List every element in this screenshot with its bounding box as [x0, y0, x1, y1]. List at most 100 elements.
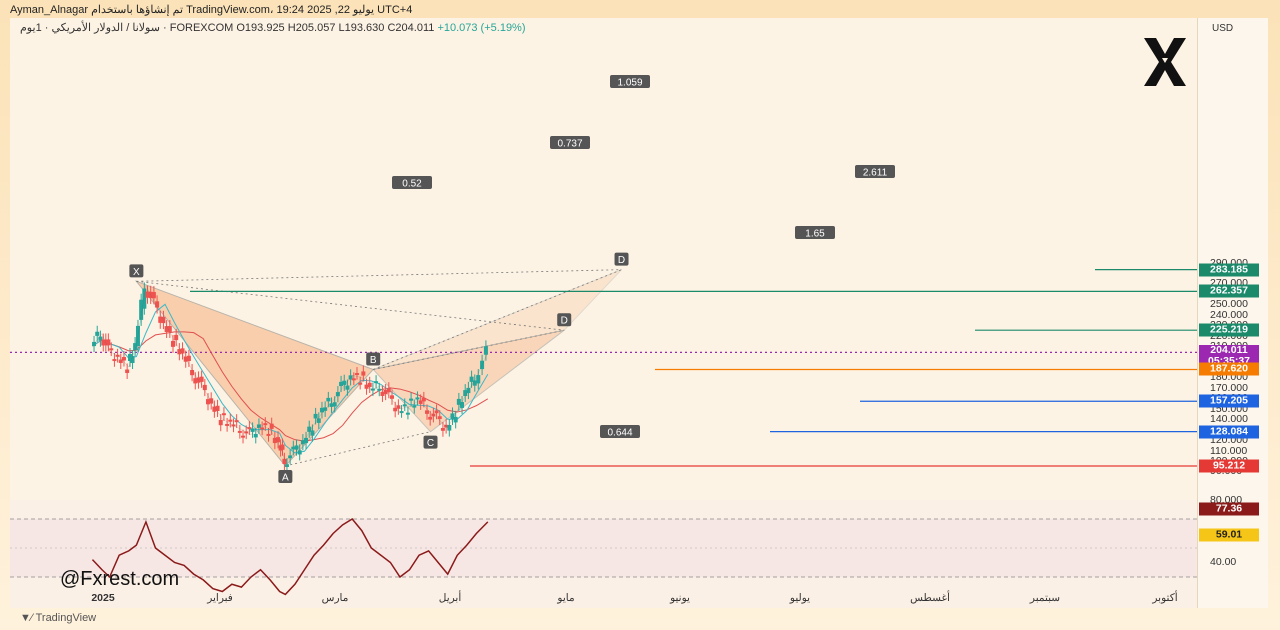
candle-body [135, 325, 140, 347]
candle-body [386, 388, 391, 393]
candle-body [374, 381, 379, 384]
candle-body [440, 428, 445, 431]
rsi-band [10, 519, 1197, 577]
candle-body [425, 410, 430, 414]
ratio-label-bg [600, 425, 640, 438]
rsi-line [91, 518, 489, 596]
x-tick-label: سبتمبر [1029, 592, 1061, 604]
candle-body [304, 437, 309, 444]
ma-fast-line [92, 303, 489, 454]
candle-body [472, 380, 477, 386]
candle-body [215, 405, 220, 411]
x-logo-icon [1144, 38, 1186, 86]
candle-body [190, 369, 195, 376]
rsi-value-label: 77.36 [1199, 502, 1259, 516]
point-label-bg [557, 313, 572, 327]
candle-body [260, 427, 265, 430]
current-price: 204.011 [1210, 344, 1248, 357]
candle-body [294, 445, 299, 450]
candle-body [396, 405, 401, 409]
candle-body [310, 430, 315, 436]
level-label: 187.620 [1199, 362, 1259, 376]
candle-body [266, 433, 271, 436]
candle-body [103, 339, 108, 346]
point-label-bg [366, 352, 381, 366]
candle-body [180, 348, 185, 354]
candle-body [193, 378, 198, 384]
candle-body [354, 373, 359, 376]
xab-triangle [134, 280, 375, 467]
candle-body [476, 375, 481, 384]
candle-body [112, 359, 117, 362]
point-label-b: B [370, 355, 377, 366]
candle-body [221, 413, 226, 416]
candle-body [282, 458, 287, 464]
candle-body [460, 402, 465, 408]
candle-body [415, 397, 420, 400]
ratio-label-bg [610, 75, 650, 88]
candle-body [284, 464, 289, 467]
candle-body [409, 398, 414, 401]
candle-body [269, 423, 274, 429]
x-tick-label: فبراير [207, 592, 233, 604]
candle-body [456, 398, 461, 405]
high-value: H205.057 [287, 22, 336, 34]
symbol-label: سولانا / الدولار الأمريكي · 1يوم · FOREX… [20, 22, 234, 34]
candle-body [377, 388, 382, 391]
candle-body [148, 291, 153, 299]
ratio-label: 1.059 [617, 78, 642, 89]
point-label-x: X [133, 267, 140, 278]
x-tick-label: أبريل [438, 592, 462, 604]
change-value: +10.073 (+5.19%) [437, 22, 526, 34]
ratio-line [136, 269, 622, 282]
candle-body [186, 355, 191, 361]
candle-body [128, 354, 133, 361]
level-label: 157.205 [1199, 394, 1259, 408]
candle-body [276, 437, 281, 443]
candle-body [139, 299, 144, 320]
ma-slow-line [92, 331, 489, 442]
candle-body [300, 440, 305, 445]
candle-body [351, 378, 356, 381]
candle-body [463, 390, 468, 397]
point-label-d: D [561, 316, 568, 327]
candle-body [244, 431, 249, 434]
candle-body [361, 371, 366, 376]
candle-body [319, 407, 324, 413]
tradingview-logo[interactable]: ▼⁄ TradingView [20, 612, 96, 624]
rsi-tick-label: 40.00 [1210, 556, 1237, 568]
level-label: 95.212 [1199, 459, 1259, 473]
candle-body [199, 376, 204, 382]
x-tick-label: مايو [557, 592, 575, 604]
candle-body [218, 419, 223, 426]
candle-body [95, 331, 100, 336]
candle-body [92, 341, 97, 347]
candle-body [447, 425, 452, 431]
candle-body [342, 380, 347, 385]
ohlc-readout: سولانا / الدولار الأمريكي · 1يوم · FOREX… [20, 21, 526, 34]
level-label: 204.011 05:35:37 [1199, 344, 1259, 368]
candle-body [237, 430, 242, 433]
candle-body [241, 435, 246, 438]
watermark-handle: @Fxrest.com [60, 568, 180, 590]
tradingview-icon: ▼⁄ [20, 612, 36, 624]
candle-body [348, 375, 353, 380]
candle-body [231, 424, 236, 427]
candle-body [125, 369, 130, 373]
candle-body [155, 301, 160, 308]
candle-body [428, 416, 433, 420]
currency-label[interactable]: USD [1212, 23, 1234, 34]
candle-body [272, 437, 277, 444]
candle-body [316, 418, 321, 423]
x-tick-label: يونيو [670, 592, 690, 604]
candle-body [206, 399, 211, 405]
candle-body [253, 433, 258, 438]
candle-body [250, 428, 255, 432]
candle-body [326, 397, 331, 402]
y-tick-label: 170.000 [1210, 381, 1248, 394]
candle-body [453, 416, 458, 423]
candle-body [177, 349, 182, 355]
point-label-bg [278, 470, 293, 483]
y-tick-label: 240.000 [1210, 308, 1248, 321]
